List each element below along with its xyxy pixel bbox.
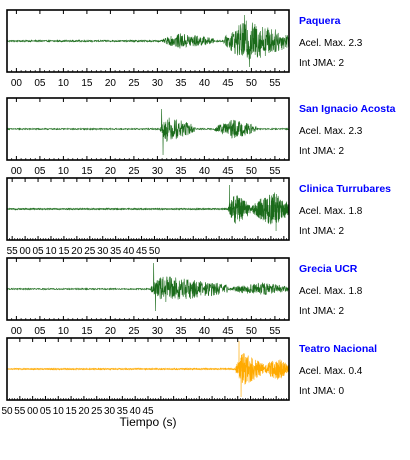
x-tick-label: 00 xyxy=(11,78,23,89)
x-tick-label: 50 xyxy=(1,406,13,417)
x-tick-label: 35 xyxy=(117,406,129,417)
x-tick-label: 10 xyxy=(58,326,70,337)
x-tick-label: 10 xyxy=(53,406,65,417)
x-tick-label: 30 xyxy=(152,166,164,177)
x-tick-label: 50 xyxy=(246,78,258,89)
x-tick-label: 35 xyxy=(175,78,187,89)
x-tick-label: 25 xyxy=(91,406,103,417)
x-tick-label: 55 xyxy=(269,78,281,89)
int-jma-2: Int JMA: 2 xyxy=(299,146,344,157)
x-tick-label: 15 xyxy=(81,78,93,89)
x-tick-label: 25 xyxy=(84,246,96,257)
station-name-4: Grecia UCR xyxy=(299,263,358,275)
int-jma-3: Int JMA: 2 xyxy=(299,226,344,237)
x-tick-label: 50 xyxy=(246,326,258,337)
x-tick-label: 45 xyxy=(222,78,234,89)
x-tick-label: 25 xyxy=(128,166,140,177)
waveform-trace-2 xyxy=(6,108,290,156)
x-tick-label: 25 xyxy=(128,326,140,337)
x-tick-label: 55 xyxy=(14,406,26,417)
x-tick-label: 15 xyxy=(81,326,93,337)
x-tick-label: 20 xyxy=(105,78,117,89)
waveform-trace-4 xyxy=(6,262,290,312)
x-tick-label: 10 xyxy=(45,246,57,257)
station-name-2: San Ignacio Acosta xyxy=(299,103,396,115)
waveform-trace-1 xyxy=(6,14,290,68)
x-tick-label: 30 xyxy=(152,78,164,89)
x-tick-label: 00 xyxy=(27,406,39,417)
max-accel-2: Acel. Max. 2.3 xyxy=(299,126,363,137)
int-jma-4: Int JMA: 2 xyxy=(299,306,344,317)
x-tick-label: 45 xyxy=(136,246,148,257)
x-tick-label: 15 xyxy=(81,166,93,177)
x-tick-label: 35 xyxy=(175,326,187,337)
waveform-trace-3 xyxy=(6,184,290,232)
x-tick-label: 40 xyxy=(199,78,211,89)
x-tick-label: 10 xyxy=(58,78,70,89)
x-tick-label: 40 xyxy=(199,166,211,177)
x-tick-label: 45 xyxy=(222,326,234,337)
x-tick-label: 40 xyxy=(199,326,211,337)
x-tick-label: 05 xyxy=(32,246,44,257)
panel-frame-3 xyxy=(6,177,290,241)
x-tick-label: 45 xyxy=(222,166,234,177)
waveform-trace-5 xyxy=(6,340,290,398)
max-accel-1: Acel. Max. 2.3 xyxy=(299,38,363,49)
x-tick-label: 50 xyxy=(246,166,258,177)
x-tick-label: 05 xyxy=(34,326,46,337)
max-accel-3: Acel. Max. 1.8 xyxy=(299,206,363,217)
x-tick-label: 20 xyxy=(105,166,117,177)
x-tick-label: 50 xyxy=(149,246,161,257)
x-tick-label: 05 xyxy=(34,166,46,177)
x-tick-label: 35 xyxy=(110,246,122,257)
x-tick-label: 15 xyxy=(58,246,70,257)
x-tick-label: 05 xyxy=(40,406,52,417)
max-accel-4: Acel. Max. 1.8 xyxy=(299,286,363,297)
x-tick-label: 15 xyxy=(66,406,78,417)
x-tick-label: 00 xyxy=(11,166,23,177)
x-tick-label: 20 xyxy=(105,326,117,337)
int-jma-5: Int JMA: 0 xyxy=(299,386,344,397)
x-tick-label: 30 xyxy=(97,246,109,257)
x-tick-label: 10 xyxy=(58,166,70,177)
x-tick-label: 30 xyxy=(104,406,116,417)
x-tick-label: 55 xyxy=(269,326,281,337)
x-tick-label: 05 xyxy=(34,78,46,89)
x-axis-label: Tiempo (s) xyxy=(120,415,177,429)
x-tick-label: 20 xyxy=(71,246,83,257)
x-tick-label: 25 xyxy=(128,78,140,89)
x-tick-label: 00 xyxy=(11,326,23,337)
x-tick-label: 40 xyxy=(130,406,142,417)
station-name-3: Clinica Turrubares xyxy=(299,183,391,195)
x-tick-label: 20 xyxy=(78,406,90,417)
x-tick-label: 40 xyxy=(123,246,135,257)
station-name-5: Teatro Nacional xyxy=(299,343,377,355)
x-tick-label: 45 xyxy=(142,406,154,417)
x-tick-label: 30 xyxy=(152,326,164,337)
x-tick-label: 55 xyxy=(7,246,19,257)
max-accel-5: Acel. Max. 0.4 xyxy=(299,366,363,377)
x-tick-label: 35 xyxy=(175,166,187,177)
x-tick-label: 00 xyxy=(20,246,32,257)
x-tick-label: 55 xyxy=(269,166,281,177)
station-name-1: Paquera xyxy=(299,15,341,27)
int-jma-1: Int JMA: 2 xyxy=(299,58,344,69)
